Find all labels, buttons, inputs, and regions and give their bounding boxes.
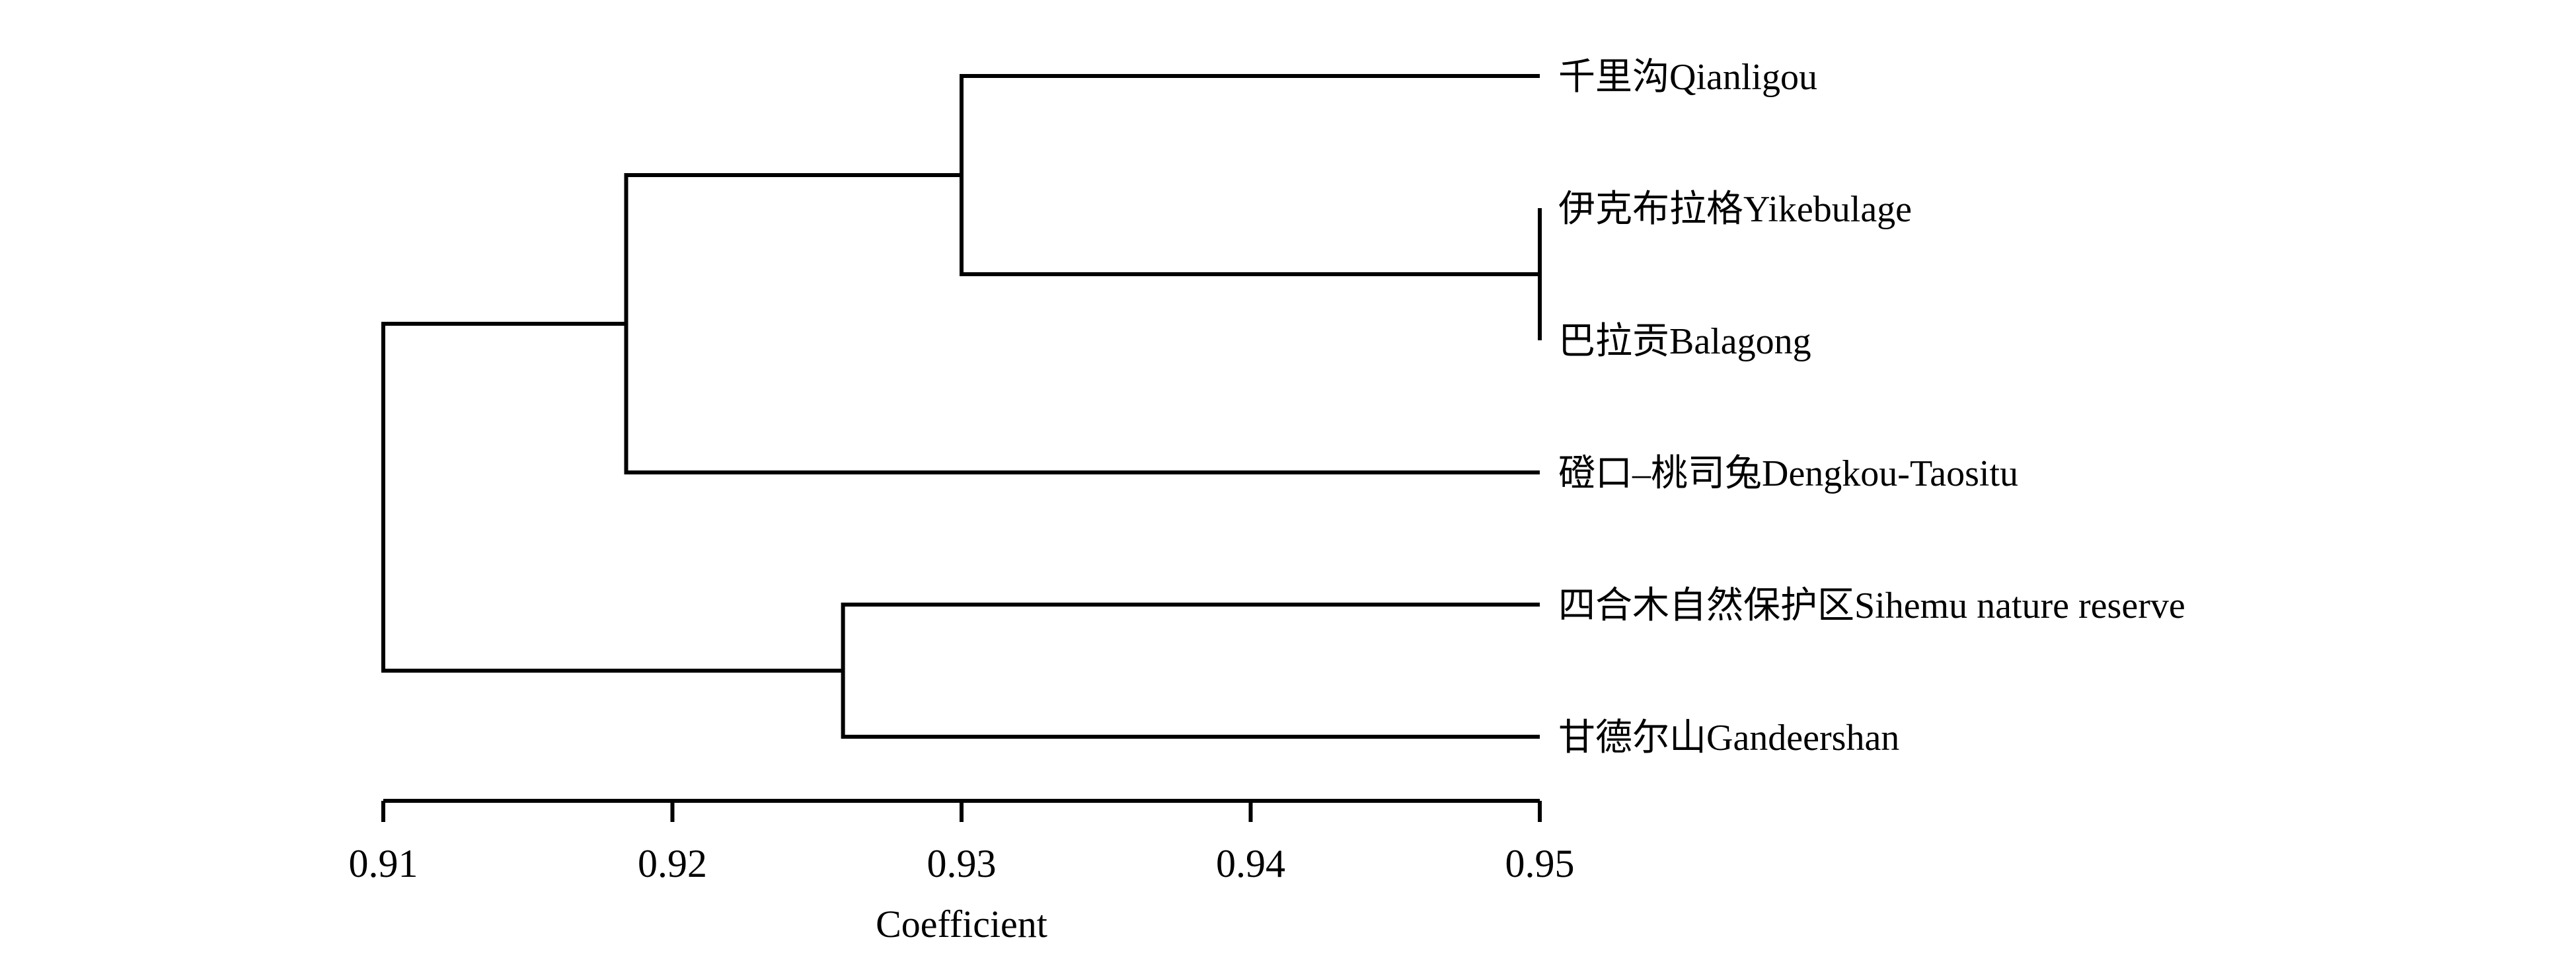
x-tick-label: 0.92 (638, 842, 707, 885)
x-tick-label: 0.91 (349, 842, 418, 885)
dendrogram-link-n4 (841, 603, 1540, 739)
x-tick-label: 0.93 (927, 842, 997, 885)
leaf-label: 伊克布拉格Yikebulage (1558, 189, 1912, 230)
x-axis: 0.91 0.92 0.93 0.94 0.95 (349, 799, 1575, 885)
dendrogram-link-n5 (381, 322, 843, 673)
leaf-label: 甘德尔山Gandeershan (1558, 718, 1899, 759)
leaf-label: 巴拉贡Balagong (1558, 321, 1811, 362)
dendrogram-link-n2 (960, 74, 1540, 276)
leaf-label: 磴口–桃司兔Dengkou-Taositu (1558, 453, 2018, 494)
x-axis-label: Coefficient (876, 903, 1047, 946)
dendrogram-link-n3 (624, 173, 1540, 474)
x-tick-label: 0.95 (1505, 842, 1575, 885)
leaf-labels: 千里沟Qianligou 伊克布拉格Yikebulage 巴拉贡Balagong 磴口… (1558, 57, 2185, 759)
x-tick-label: 0.94 (1216, 842, 1285, 885)
leaf-label: 四合木自然保护区Sihemu nature reserve (1558, 585, 2185, 626)
leaf-label: 千里沟Qianligou (1558, 57, 1817, 98)
dendrogram-links (381, 74, 1542, 739)
